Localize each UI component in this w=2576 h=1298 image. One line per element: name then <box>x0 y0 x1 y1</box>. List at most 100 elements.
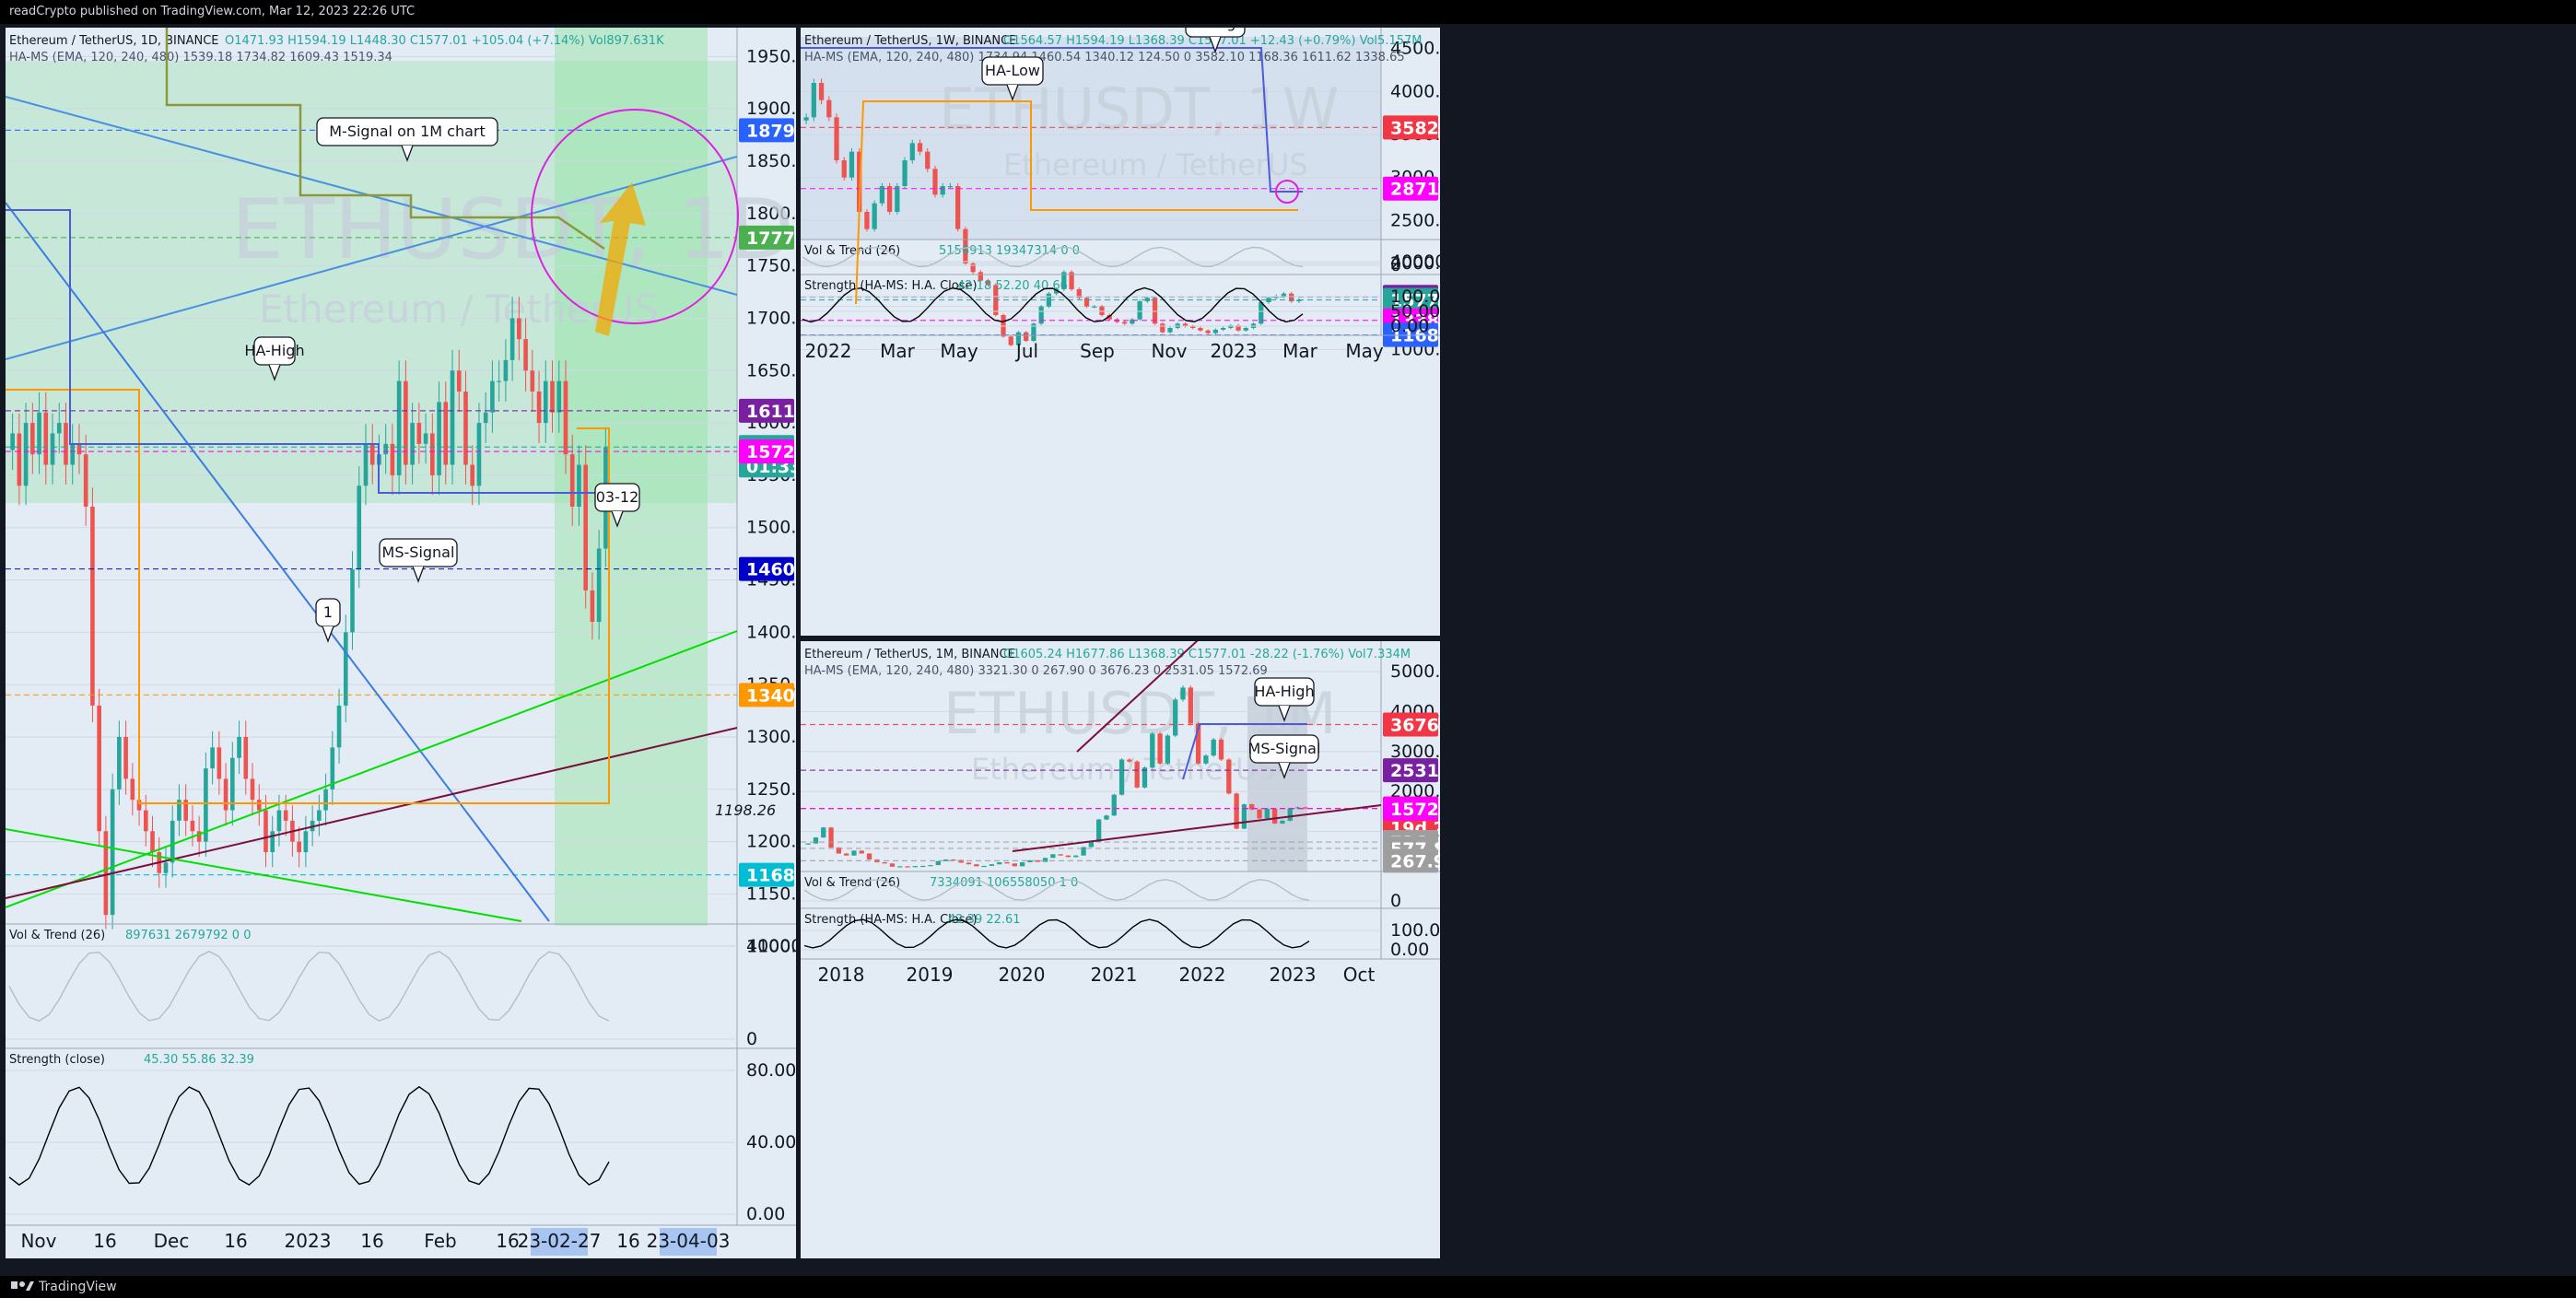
candle-body <box>1182 323 1188 327</box>
price-tag-label: 1572.69 <box>1390 800 1440 820</box>
candle-body <box>1122 322 1128 324</box>
candle-body <box>947 186 954 188</box>
candle-body <box>1065 855 1071 858</box>
indicator-values: 42.18 52.20 40.66 <box>957 279 1068 293</box>
candle-body <box>1203 755 1209 764</box>
y-tick-label: 1250.00 <box>746 779 796 800</box>
ohlc-legend: O1605.24 H1677.86 L1368.39 C1577.01 -28.… <box>1003 648 1411 661</box>
y-tick-label: 1750.00 <box>746 256 796 276</box>
monthly-chart-pane[interactable]: 5000.004000.003000.002000.001000.00ETHUS… <box>801 641 1440 1258</box>
candle-body <box>10 433 15 450</box>
highlight-circle <box>531 109 739 324</box>
candle-body <box>530 370 535 392</box>
candle-body <box>1038 306 1044 324</box>
candle-body <box>103 831 109 916</box>
candle-body <box>1107 315 1112 320</box>
indicator-name: Strength (HA-MS: H.A. Close) <box>804 279 978 293</box>
price-tag-bg <box>739 862 794 887</box>
candle-body <box>813 837 819 844</box>
candle-body <box>17 433 22 486</box>
candle-body <box>1241 804 1247 829</box>
candle-body <box>64 423 68 465</box>
candle-body <box>805 843 811 845</box>
candle-body <box>909 143 915 160</box>
x-tick-label: 16 <box>224 1230 247 1252</box>
price-tag-bg <box>1383 758 1438 783</box>
candle-body <box>563 380 568 455</box>
candle-body <box>1280 820 1285 824</box>
candle-body <box>517 318 521 340</box>
candle-body <box>1220 328 1226 330</box>
candle-body <box>902 160 907 186</box>
candle-body <box>1046 293 1052 307</box>
daily-chart[interactable]: 1950.00 1900.00 1850.00 1800.00 1750.00 1700.… <box>6 28 796 1258</box>
candle-body <box>1083 298 1090 307</box>
candle-body <box>844 853 849 856</box>
candle-body <box>1188 687 1193 724</box>
x-tick-label: Mar <box>880 340 916 362</box>
tradingview-logo[interactable]: TradingView <box>11 1276 117 1298</box>
candle-body <box>410 423 415 465</box>
candle-body <box>204 768 208 842</box>
candle-body <box>864 212 870 229</box>
candle-body <box>985 280 991 286</box>
candle-body <box>23 423 29 486</box>
candle-body <box>1160 323 1165 333</box>
annotation-ha-high: HA-High <box>1254 683 1314 700</box>
chart-title-legend: Ethereum / TetherUS, 1W, BINANCE <box>804 34 1016 48</box>
price-tag-bg <box>739 556 794 581</box>
y-tick-label: 1400.00 <box>746 622 796 642</box>
projection-arrow <box>595 182 646 336</box>
candle-body <box>230 757 235 811</box>
candle-body <box>223 778 228 811</box>
daily-chart-pane[interactable]: 1950.00 1900.00 1850.00 1800.00 1750.00 1700.… <box>6 28 796 1258</box>
candle-body <box>76 443 82 455</box>
x-tick-label: 2023 <box>285 1230 332 1252</box>
weekly-chart-pane[interactable]: 4500.004000.003500.003000.002500.002000.… <box>801 28 1440 636</box>
chart-title-legend: Ethereum / TetherUS, 1D, BINANCE <box>9 34 219 48</box>
price-tag-bg <box>739 225 794 250</box>
price-tag-label: 1777.05 <box>746 228 796 249</box>
candle-body <box>1024 332 1029 341</box>
hams-legend: HA-MS (EMA, 120, 240, 480) 1539.18 1734.… <box>9 51 392 64</box>
candle-body <box>196 831 202 842</box>
candle-body <box>43 412 49 465</box>
monthly-chart[interactable]: 5000.004000.003000.002000.001000.00ETHUS… <box>801 641 1440 1258</box>
candle-body <box>849 151 855 178</box>
annotation-date-pointer <box>611 510 624 528</box>
candle-body <box>217 747 222 779</box>
candle-body <box>1190 326 1196 328</box>
weekly-chart[interactable]: 4500.004000.003500.003000.002500.002000.… <box>801 28 1440 636</box>
price-tag-bg <box>1383 712 1438 737</box>
candle-body <box>336 705 342 748</box>
indicator-tick-label: 100.00 <box>1390 920 1440 941</box>
indicator-tick-label: 0.00 <box>1390 940 1429 960</box>
indicator-line <box>802 286 1304 323</box>
candle-body <box>390 443 395 475</box>
candle-body <box>1289 293 1294 302</box>
candle-body <box>826 99 832 118</box>
candle-body <box>503 359 509 381</box>
annotation-1: 1 <box>323 603 333 621</box>
candle-body <box>1111 794 1117 816</box>
candle-body <box>1099 306 1105 315</box>
candle-body <box>1271 808 1278 824</box>
annotation-ms-signal: MS-Signal <box>382 544 455 561</box>
candle-body <box>243 737 249 779</box>
candle-body <box>210 747 215 769</box>
candle-body <box>1050 854 1056 859</box>
candle-body <box>283 810 288 821</box>
candle-body <box>183 800 188 821</box>
candle-body <box>1019 862 1025 867</box>
candle-body <box>1264 808 1270 819</box>
ha-high-line <box>1182 723 1307 780</box>
x-tick-label: Nov <box>1151 340 1187 362</box>
x-tick-label: 2020 <box>999 964 1046 986</box>
candle-body <box>981 865 987 868</box>
candle-body <box>1134 761 1140 788</box>
annotation-ha-high-pointer <box>1209 36 1222 53</box>
candle-body <box>1053 289 1060 294</box>
x-tick-label: May <box>1345 340 1384 362</box>
indicator-name: Strength (HA-MS: H.A. Close) <box>804 913 978 927</box>
candle-body <box>263 810 268 852</box>
